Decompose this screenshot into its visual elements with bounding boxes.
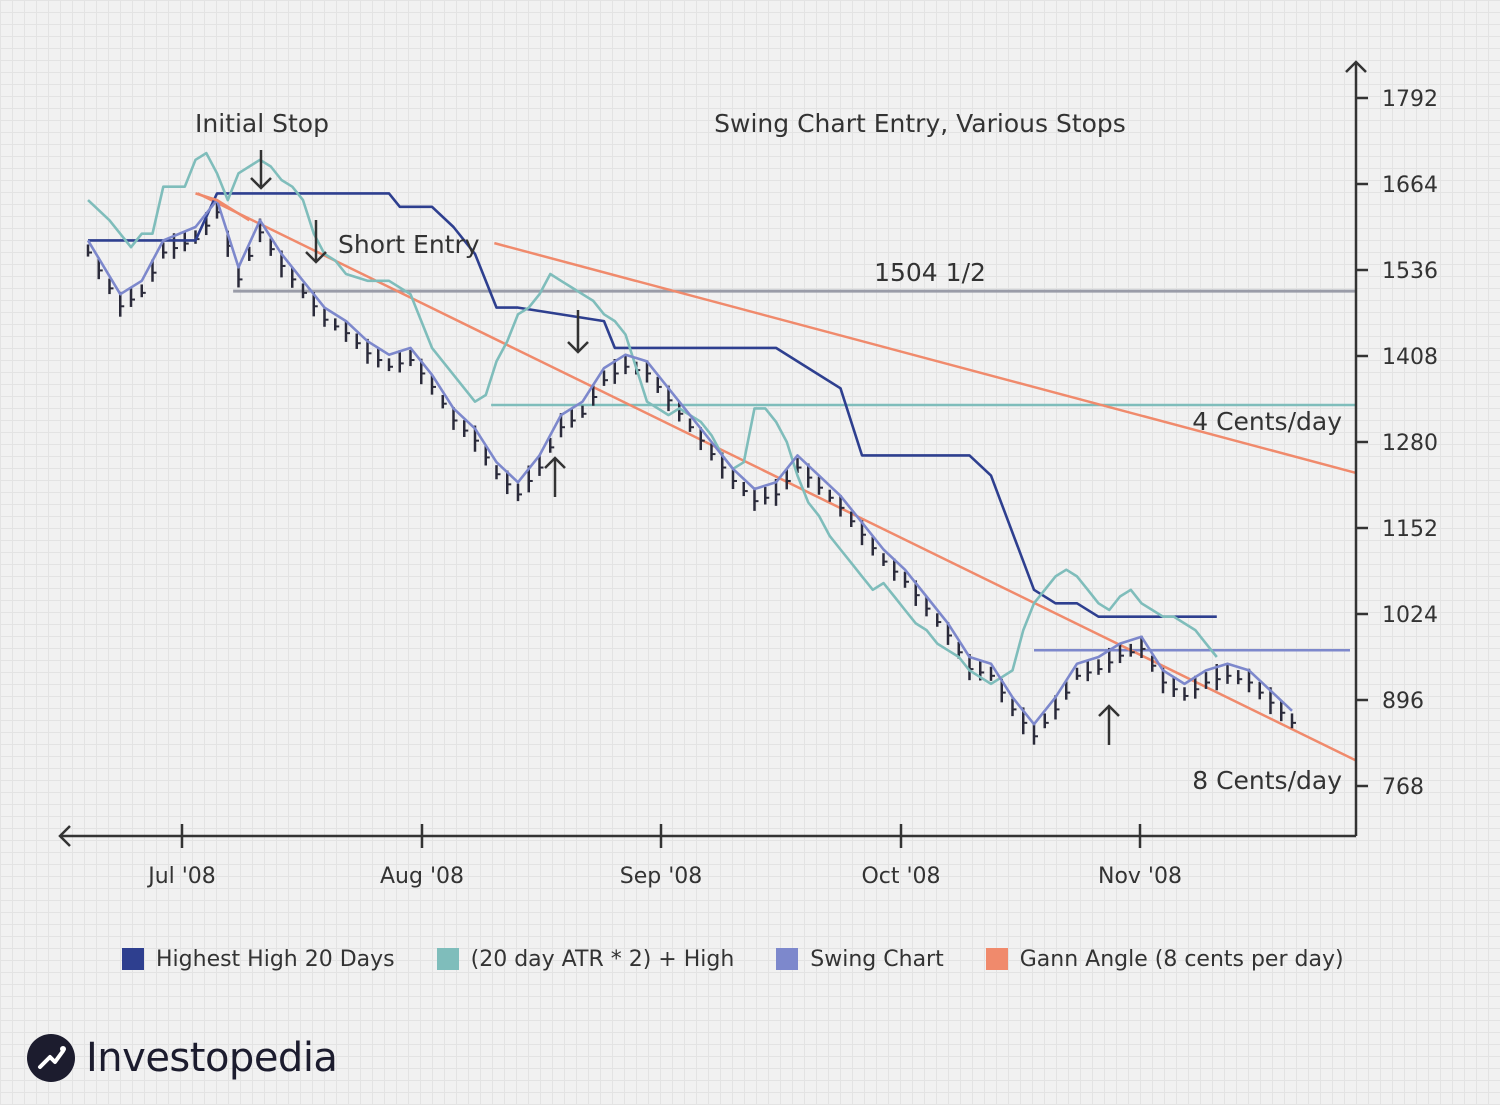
series-lines xyxy=(86,151,1293,726)
down-arrow-initial-stop-head xyxy=(250,177,272,190)
legend-swatch xyxy=(122,948,144,970)
down-arrow-sep-head xyxy=(567,341,589,354)
y-tick-label: 768 xyxy=(1382,775,1424,800)
logo-text: Investopedia xyxy=(86,1035,338,1081)
annotation-4-cents-day: 4 Cents/day xyxy=(1192,407,1342,436)
y-tick-label: 1792 xyxy=(1382,87,1438,112)
gann-line-4-cents xyxy=(494,241,1357,475)
axes: 1792 1664 1536 1408 1280 1152 1024 896 768 Jul '0… xyxy=(58,60,1438,889)
x-tick-label: Aug '08 xyxy=(380,864,464,889)
arrows xyxy=(250,150,1120,745)
price-bars xyxy=(86,201,1296,745)
y-tick-label: 1536 xyxy=(1382,259,1438,284)
legend: Highest High 20 Days (20 day ATR * 2) + … xyxy=(122,942,1386,976)
x-tick-label: Nov '08 xyxy=(1098,864,1182,889)
legend-swatch xyxy=(436,948,459,970)
up-arrow-aug-head xyxy=(544,456,566,469)
legend-swatch xyxy=(985,948,1008,970)
y-tick-label: 1152 xyxy=(1382,517,1438,542)
gann-line-8-cents xyxy=(197,192,1357,762)
x-tick-label: Jul '08 xyxy=(146,864,216,889)
y-tick-label: 1024 xyxy=(1382,603,1438,628)
annotation-initial-stop: Initial Stop xyxy=(195,109,329,138)
y-tick-label: 896 xyxy=(1382,689,1424,714)
series-line-swing xyxy=(86,198,1293,726)
x-axis-arrowhead xyxy=(58,825,71,847)
annotations: Swing Chart Entry, Various Stops Initial… xyxy=(195,109,1342,795)
series-line-atr xyxy=(87,151,1218,686)
y-tick-label: 1664 xyxy=(1382,173,1438,198)
annotation-short-entry: Short Entry xyxy=(338,230,480,259)
legend-label: (20 day ATR * 2) + High xyxy=(470,946,735,972)
annotation-1504-half: 1504 1/2 xyxy=(874,258,986,287)
y-tick-label: 1280 xyxy=(1382,431,1438,456)
legend-label: Swing Chart xyxy=(810,946,944,972)
legend-item-swing: Swing Chart xyxy=(776,946,944,972)
series-line-highest-high xyxy=(88,192,1217,619)
x-tick-label: Sep '08 xyxy=(620,864,703,889)
y-tick-label: 1408 xyxy=(1382,345,1438,370)
legend-label: Gann Angle (8 cents per day) xyxy=(1019,946,1344,972)
legend-item-highest-high: Highest High 20 Days xyxy=(122,947,395,972)
annotation-8-cents-day: 8 Cents/day xyxy=(1192,766,1342,795)
reference-lines xyxy=(197,192,1357,762)
legend-label: Highest High 20 Days xyxy=(156,946,395,972)
y-axis-arrowhead xyxy=(1345,60,1367,73)
x-tick-label: Oct '08 xyxy=(861,864,940,889)
up-arrow-nov-head xyxy=(1098,704,1120,717)
chart-title: Swing Chart Entry, Various Stops xyxy=(714,109,1126,138)
down-arrow-short-entry-head xyxy=(305,251,327,264)
investopedia-logo: Investopedia xyxy=(26,1030,338,1086)
series-line-gann xyxy=(195,192,250,222)
investopedia-logo-icon xyxy=(27,1034,75,1082)
legend-item-gann: Gann Angle (8 cents per day) xyxy=(985,946,1344,972)
legend-swatch xyxy=(776,948,799,970)
legend-item-atr: (20 day ATR * 2) + High xyxy=(436,946,735,972)
